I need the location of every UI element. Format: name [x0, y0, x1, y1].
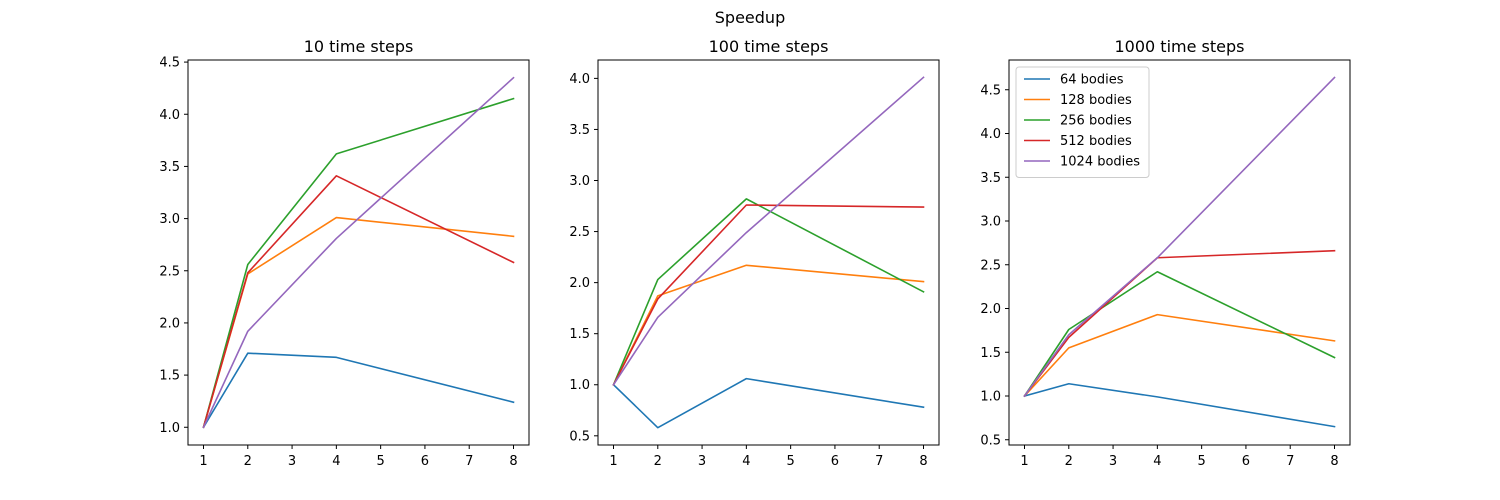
y-tick-label: 2.5	[569, 225, 590, 240]
x-tick-label: 4	[1153, 454, 1161, 469]
series-line-128-bodies	[1023, 313, 1336, 398]
y-tick-label: 4.5	[159, 56, 180, 71]
y-tick-label: 3.0	[980, 215, 1001, 230]
x-tick-label: 7	[1286, 454, 1294, 469]
x-tick-label: 8	[509, 454, 517, 469]
x-tick-label: 4	[742, 454, 750, 469]
x-tick-label: 8	[919, 454, 927, 469]
y-tick-label: 1.5	[980, 346, 1001, 361]
subplot-title: 100 time steps	[709, 37, 829, 56]
subplot-1: 10 time steps 1 2 3 4 5 6 7 8 1.0 1.5 2.0 2.5 3.0 3.5 4…	[159, 37, 530, 469]
axes-frame	[1008, 59, 1351, 446]
legend-label: 1024 bodies	[1060, 155, 1140, 170]
y-tick-label: 0.5	[569, 429, 590, 444]
series-line-256-bodies	[202, 97, 515, 429]
series-line-256-bodies	[1023, 270, 1336, 398]
x-tick-label: 1	[1020, 454, 1028, 469]
series-line-1024-bodies	[1023, 76, 1336, 398]
y-tick-label: 0.5	[980, 433, 1001, 448]
y-tick-label: 3.5	[159, 160, 180, 175]
x-tick-label: 2	[244, 454, 252, 469]
x-tick-label: 7	[875, 454, 883, 469]
x-tick-label: 7	[465, 454, 473, 469]
subplot-title: 1000 time steps	[1115, 37, 1245, 56]
series-line-512-bodies	[612, 204, 925, 386]
series-line-128-bodies	[202, 216, 515, 429]
series-line-512-bodies	[202, 175, 515, 429]
x-tick-label: 3	[698, 454, 706, 469]
legend-box	[1015, 66, 1150, 178]
series-line-64-bodies	[1023, 382, 1336, 428]
y-tick-label: 2.0	[569, 276, 590, 291]
series-line-64-bodies	[202, 352, 515, 429]
x-tick-label: 6	[831, 454, 839, 469]
y-tick-label: 1.0	[980, 390, 1001, 405]
y-tick-label: 1.5	[159, 369, 180, 384]
x-tick-label: 1	[609, 454, 617, 469]
series-line-512-bodies	[1023, 249, 1336, 398]
subplot-2: 100 time steps 1 2 3 4 5 6 7 8 0.5 1.0 1.5 2.0 2.5 3.0…	[569, 37, 940, 469]
x-tick-label: 5	[377, 454, 385, 469]
x-tick-label: 2	[654, 454, 662, 469]
y-tick-label: 4.5	[980, 83, 1001, 98]
x-tick-label: 6	[1242, 454, 1250, 469]
y-tick-label: 3.0	[569, 174, 590, 189]
y-tick-label: 4.0	[980, 127, 1001, 142]
figure-title: Speedup	[715, 8, 785, 27]
y-tick-label: 3.5	[569, 123, 590, 138]
series-line-64-bodies	[612, 377, 925, 429]
series-line-128-bodies	[612, 264, 925, 386]
x-tick-label: 5	[787, 454, 795, 469]
series-line-256-bodies	[612, 198, 925, 386]
x-tick-label: 6	[421, 454, 429, 469]
legend-label: 64 bodies	[1060, 73, 1124, 88]
subplot-3: 1000 time steps 1 2 3 4 5 6 7 8 0.5 1.0 1.5 2.0 2.5 3.…	[980, 37, 1351, 469]
legend-label: 256 bodies	[1060, 114, 1132, 129]
series-line-1024-bodies	[612, 76, 925, 386]
y-tick-label: 2.5	[980, 258, 1001, 273]
y-tick-label: 3.0	[159, 212, 180, 227]
y-tick-label: 1.0	[569, 378, 590, 393]
axes-frame	[597, 59, 940, 446]
x-tick-label: 8	[1330, 454, 1338, 469]
y-tick-label: 4.0	[159, 108, 180, 123]
y-tick-label: 3.5	[980, 171, 1001, 186]
legend-item-128-bodies: 128 bodies	[1024, 93, 1132, 108]
y-tick-label: 1.0	[159, 421, 180, 436]
x-tick-label: 3	[1109, 454, 1117, 469]
x-tick-label: 1	[199, 454, 207, 469]
legend-item-512-bodies: 512 bodies	[1024, 134, 1132, 149]
x-tick-label: 2	[1065, 454, 1073, 469]
legend-item-256-bodies: 256 bodies	[1024, 114, 1132, 129]
legend-item-1024-bodies: 1024 bodies	[1024, 155, 1140, 170]
axes-frame	[187, 59, 530, 446]
legend: 64 bodies 128 bodies 256 bodies 512 bodies 1…	[1015, 66, 1150, 178]
subplot-title: 10 time steps	[304, 37, 414, 56]
y-tick-label: 2.0	[159, 316, 180, 331]
y-tick-label: 1.5	[569, 327, 590, 342]
series-line-1024-bodies	[202, 76, 515, 429]
legend-label: 128 bodies	[1060, 93, 1132, 108]
y-tick-label: 2.0	[980, 302, 1001, 317]
y-tick-label: 2.5	[159, 264, 180, 279]
x-tick-label: 4	[332, 454, 340, 469]
x-tick-label: 5	[1198, 454, 1206, 469]
y-tick-label: 4.0	[569, 72, 590, 87]
x-tick-label: 3	[288, 454, 296, 469]
legend-label: 512 bodies	[1060, 134, 1132, 149]
legend-item-64-bodies: 64 bodies	[1024, 73, 1124, 88]
